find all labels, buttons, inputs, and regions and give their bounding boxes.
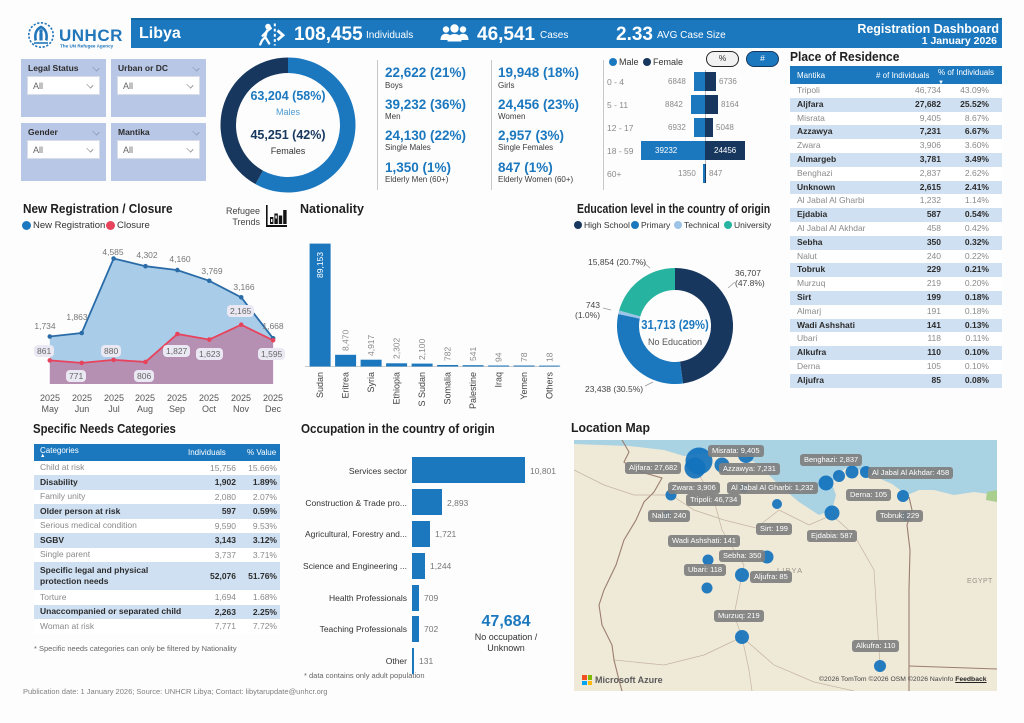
- svg-text:Syria: Syria: [366, 372, 376, 393]
- svg-text:94: 94: [494, 352, 504, 362]
- svg-text:S Sudan: S Sudan: [417, 372, 427, 407]
- svg-text:4,917: 4,917: [366, 334, 376, 356]
- svg-text:78: 78: [519, 352, 529, 362]
- svg-text:2,302: 2,302: [392, 337, 402, 359]
- svg-text:8,470: 8,470: [341, 329, 351, 351]
- svg-text:18: 18: [545, 352, 555, 362]
- svg-text:Sudan: Sudan: [315, 372, 325, 398]
- svg-text:Eritrea: Eritrea: [341, 372, 351, 399]
- svg-text:EGYPT: EGYPT: [967, 578, 993, 585]
- svg-text:Palestine: Palestine: [468, 372, 478, 409]
- svg-text:Others: Others: [545, 372, 555, 400]
- svg-text:Somalia: Somalia: [443, 372, 453, 405]
- svg-text:Iraq: Iraq: [494, 372, 504, 388]
- svg-text:UNHCR: UNHCR: [59, 26, 123, 45]
- svg-text:LIBYA: LIBYA: [777, 566, 803, 575]
- svg-text:The UN Refugee Agency: The UN Refugee Agency: [60, 44, 114, 49]
- svg-text:89,153: 89,153: [315, 252, 325, 278]
- svg-text:541: 541: [468, 347, 478, 361]
- svg-text:Yemen: Yemen: [519, 372, 529, 400]
- svg-text:2,100: 2,100: [417, 338, 427, 360]
- svg-text:Ethiopia: Ethiopia: [392, 372, 402, 405]
- svg-text:782: 782: [443, 347, 453, 361]
